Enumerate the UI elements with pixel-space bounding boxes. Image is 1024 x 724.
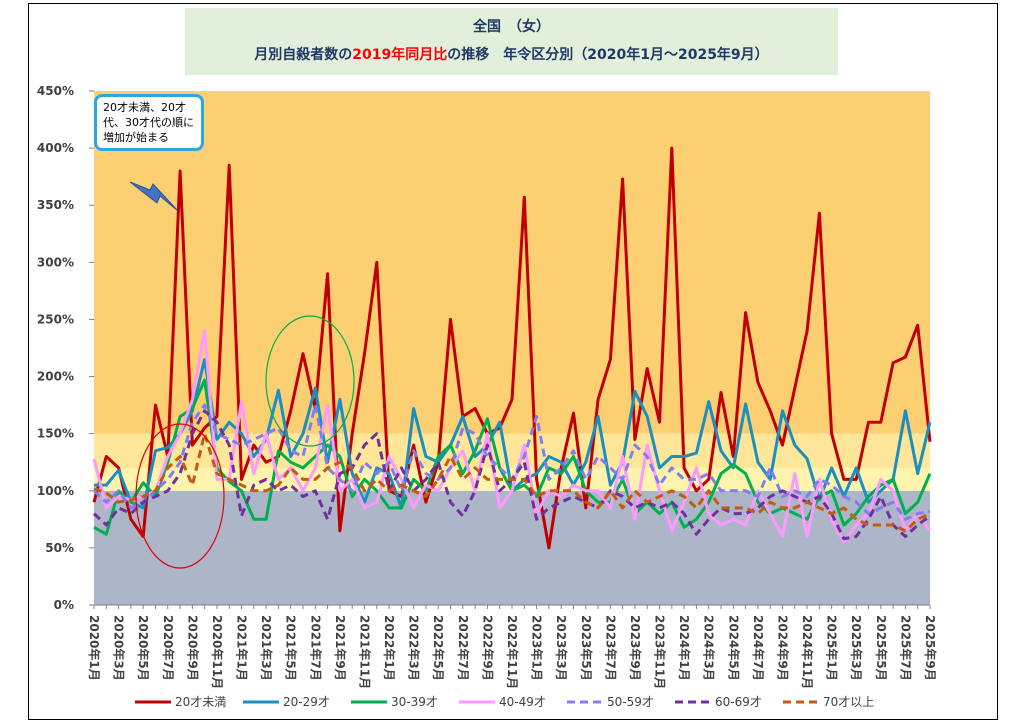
x-tick-label: 2022年3月 [407,615,422,681]
legend-label: 60-69才 [715,695,762,709]
x-tick-label: 2021年5月 [284,615,299,681]
title-box: 全国 （女） 月別自殺者数の2019年同月比の推移 年令区分別（2020年1月～… [185,8,838,75]
subtitle-part: 月別自殺者数の [254,47,353,63]
x-tick-label: 2021年9月 [333,615,348,681]
x-tick-label: 2024年5月 [726,615,741,681]
annotation: 20才未満、20才代、30才代の順に増加が始まる [94,94,204,151]
x-tick-label: 2020年11月 [210,615,225,689]
x-tick-label: 2024年9月 [775,615,790,681]
highlight-ellipse [135,423,225,569]
x-tick-label: 2024年1月 [677,615,692,681]
subtitle-part: の推移 年令区分別（2020年1月～2025年9月） [447,47,769,63]
x-tick-label: 2022年1月 [382,615,397,681]
chart-title: 全国 （女） [473,19,550,35]
chart-subtitle: 月別自殺者数の2019年同月比の推移 年令区分別（2020年1月～2025年9月… [185,44,838,64]
x-tick-label: 2020年9月 [185,615,200,681]
x-tick-label: 2023年1月 [530,615,545,681]
x-tick-label: 2020年1月 [87,615,102,681]
y-tick-label: 200% [37,370,74,384]
band [94,490,930,605]
legend-label: 40-49才 [499,695,546,709]
arrow [129,181,179,212]
legend-label: 70才以上 [823,695,874,709]
highlight-ellipse [265,315,355,447]
series-line [92,146,932,550]
y-tick-label: 400% [37,141,74,155]
y-tick-label: 100% [37,484,74,498]
x-tick-label: 2023年11月 [653,615,668,689]
x-tick-label: 2022年7月 [456,615,471,681]
x-tick-label: 2020年5月 [136,615,151,681]
y-tick-label: 250% [37,312,74,326]
legend-label: 30-39才 [391,695,438,709]
x-tick-label: 2021年3月 [259,615,274,681]
y-tick-label: 0% [54,598,74,612]
x-tick-label: 2021年11月 [357,615,372,689]
x-tick-label: 2025年9月 [923,615,938,681]
x-tick-label: 2023年3月 [554,615,569,681]
y-tick-label: 450% [37,84,74,98]
y-tick-label: 300% [37,255,74,269]
x-tick-label: 2022年5月 [431,615,446,681]
x-tick-label: 2023年7月 [603,615,618,681]
x-tick-label: 2023年9月 [628,615,643,681]
x-tick-label: 2025年1月 [825,615,840,681]
x-tick-label: 2025年7月 [898,615,913,681]
x-tick-label: 2024年11月 [800,615,815,689]
subtitle-part: 2019年同月比 [352,47,448,63]
x-tick-label: 2021年1月 [235,615,250,681]
y-tick-label: 150% [37,427,74,441]
legend-label: 50-59才 [607,695,654,709]
x-tick-label: 2022年11月 [505,615,520,689]
frame [28,3,998,720]
x-tick-label: 2024年7月 [751,615,766,681]
legend-label: 20-29才 [283,695,330,709]
x-tick-label: 2022年9月 [480,615,495,681]
y-tick-label: 350% [37,198,74,212]
y-tick-label: 50% [45,541,74,555]
x-tick-label: 2025年5月 [874,615,889,681]
x-tick-label: 2020年3月 [112,615,127,681]
x-tick-label: 2025年3月 [849,615,864,681]
x-tick-label: 2023年5月 [579,615,594,681]
x-tick-label: 2020年7月 [161,615,176,681]
series-line [93,432,931,533]
legend-label: 20才未満 [175,695,226,709]
series-line [92,329,932,544]
x-tick-label: 2021年7月 [308,615,323,681]
x-tick-label: 2024年3月 [702,615,717,681]
